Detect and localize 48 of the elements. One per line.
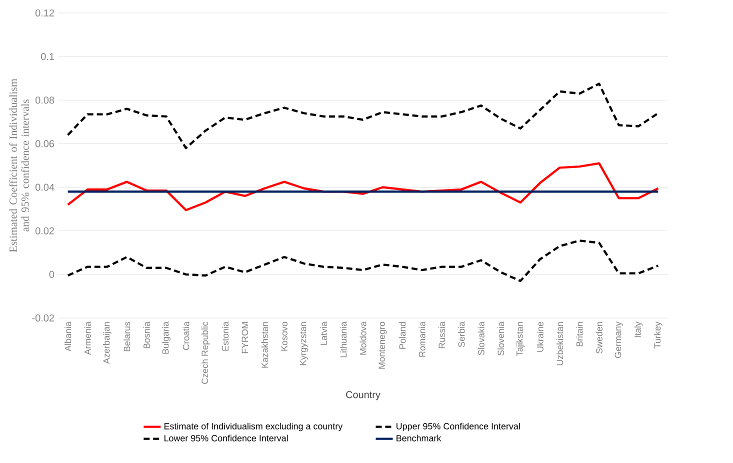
y-tick-label: 0.12 [35, 9, 54, 17]
legend-label: Estimate of Individualism excluding a country [164, 422, 343, 432]
x-tick-label: Uzbekistan [556, 322, 564, 366]
x-tick-label: Armenia [84, 322, 91, 355]
x-tick-label: Tajikstan [516, 322, 525, 356]
x-tick-label: Slovakia [478, 322, 484, 355]
x-tick-label: Russia [438, 322, 446, 348]
x-tick-label: Romania [418, 322, 426, 357]
x-tick-label: Montenegro [378, 322, 387, 369]
x-tick-label: Croatia [182, 322, 190, 350]
x-tick-label: Turkey [654, 322, 662, 348]
y-tick-label: 0 [49, 270, 54, 278]
y-tick-label: 0.04 [35, 184, 54, 191]
y-tick-label: 0.02 [35, 227, 54, 234]
y-tick-label: 0.1 [41, 53, 54, 60]
x-tick-label: Belarus [124, 322, 130, 352]
x-tick-label: Kyrgyzstan [300, 322, 308, 366]
x-tick-label: Azerbaijan [103, 322, 112, 364]
x-tick-label: Estonia [222, 322, 229, 351]
y-tick-label: 0.06 [35, 140, 54, 148]
x-tick-label: FYROM [242, 322, 248, 354]
x-tick-label: Kazakhstan [261, 322, 268, 368]
x-tick-label: Latvia [320, 322, 327, 345]
y-tick-label: -0.02 [32, 314, 54, 322]
x-tick-label: Italy [634, 322, 643, 338]
y-axis-title: Estimated Coefficient of Individualism and 95% confidence intervals [9, 78, 29, 252]
legend-label: Upper 95% Confidence Interval [396, 422, 520, 432]
legend-label: Lower 95% Confidence Interval [164, 434, 288, 442]
x-tick-label: Lithuania [340, 322, 347, 358]
legend-label: Benchmark [396, 434, 442, 442]
x-tick-label: Bosnia [143, 322, 150, 348]
x-tick-label: Moldova [360, 322, 366, 355]
x-tick-label: Slovenia [497, 322, 504, 356]
x-tick-label: Bulgaria [162, 322, 170, 354]
x-tick-label: Ukraine [536, 322, 544, 352]
x-tick-label: Poland [399, 322, 406, 349]
x-tick-label: Serbia [458, 322, 465, 348]
line-series [66, 240, 660, 282]
x-tick-label: Britain [576, 322, 583, 346]
x-tick-label: Albania [64, 322, 72, 352]
x-tick-label: Sweden [596, 322, 602, 354]
x-tick-label: Kosovo [281, 322, 288, 351]
line-series [66, 82, 660, 150]
line-series [66, 162, 660, 212]
y-tick-label: 0.08 [35, 96, 54, 104]
x-tick-label: Germany [614, 322, 623, 358]
x-axis-title: Country [346, 391, 380, 400]
x-tick-label: Czech Republic [201, 322, 210, 384]
